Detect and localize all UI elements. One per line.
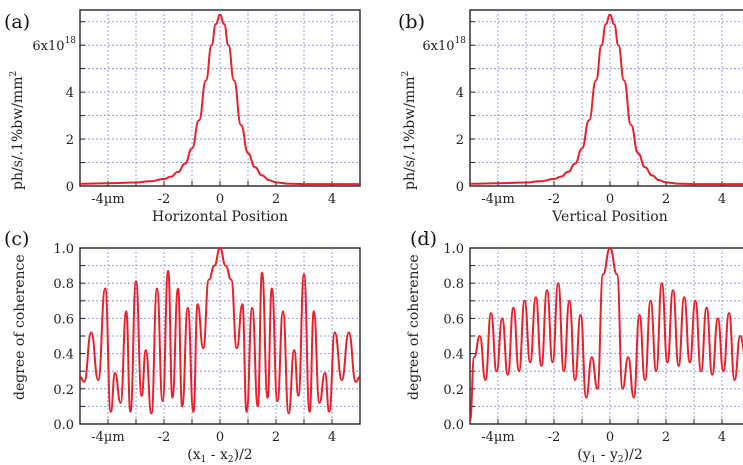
- x-axis-label-d-part3: )/2: [624, 447, 643, 463]
- series-line-c: [79, 246, 361, 415]
- y-tick-label-c: 0.0: [53, 418, 74, 433]
- gridlines-b: [470, 10, 743, 186]
- y-tick-label-b: 0: [456, 180, 464, 195]
- gridlines-a: [80, 10, 360, 186]
- x-tick-label-a: 4: [328, 192, 336, 207]
- x-tick-label-c: -2: [158, 430, 171, 445]
- x-axis-label-d-sub1: 1: [591, 455, 597, 465]
- chart-panel-a: -4µm -2 0 2 4 0 2 4 (a) Horizontal Position ph…: [4, 9, 361, 225]
- y-tick-label-c: 0.2: [53, 383, 74, 398]
- chart-panel-b: -4µm -2 0 2 4 0 2 4 (b) Vertical Position ph/s…: [398, 9, 743, 225]
- x-tick-label-b: -2: [548, 192, 561, 207]
- x-ticks-b: -4µm -2 0 2 4: [481, 181, 726, 207]
- y-tick-label-d: 0.8: [443, 277, 464, 292]
- x-tick-label-d: -2: [548, 430, 561, 445]
- y-ticks-b: 0 2 4: [456, 21, 475, 195]
- x-tick-label-d: -4µm: [481, 430, 514, 445]
- x-tick-label-a: 2: [272, 192, 280, 207]
- y-exponent-a-sup: 18: [65, 36, 77, 46]
- y-tick-label-c: 0.6: [53, 312, 74, 327]
- series-line-a: [79, 13, 360, 186]
- x-tick-label-a: 0: [216, 192, 224, 207]
- x-axis-label-c: (x1 - x2)/2: [187, 447, 252, 465]
- gridlines-d: [470, 248, 743, 424]
- y-axis-label-b: ph/s/.1%bw/mm2: [401, 71, 418, 190]
- y-tick-label-b: 2: [456, 133, 464, 148]
- series-line-b: [469, 13, 743, 186]
- y-tick-label-a: 4: [66, 86, 74, 101]
- y-tick-label-d: 1.0: [443, 242, 464, 257]
- x-tick-label-b: 4: [718, 192, 726, 207]
- y-axis-label-c: degree of coherence: [12, 254, 28, 400]
- x-axis-label-c-sub2: 2: [228, 455, 234, 465]
- x-axis-label-d: (y1 - y2)/2: [577, 447, 642, 465]
- y-axis-label-a: ph/s/.1%bw/mm2: [9, 71, 26, 190]
- x-tick-label-d: 0: [606, 430, 614, 445]
- chart-panel-c: -4µm -2 0 2 4 0.00.20.40.60.81.0 (c) (x1 - x…: [4, 228, 361, 465]
- y-exponent-b-main: 6x10: [422, 39, 454, 54]
- y-exponent-a: 6x1018: [32, 36, 76, 54]
- x-axis-label-b: Vertical Position: [551, 209, 668, 225]
- panel-label-b: (b): [398, 11, 425, 33]
- gridlines-c: [80, 248, 360, 424]
- x-tick-label-d: 4: [718, 430, 726, 445]
- y-tick-label-d: 0.4: [443, 348, 464, 363]
- y-tick-label-a: 0: [66, 180, 74, 195]
- y-axis-label-b-sup: 2: [401, 71, 411, 77]
- y-exponent-a-main: 6x10: [32, 39, 64, 54]
- y-axis-label-b-main: ph/s/.1%bw/mm: [402, 77, 418, 190]
- series-line-d: [469, 246, 743, 422]
- y-tick-label-c: 1.0: [53, 242, 74, 257]
- x-axis-label-a: Horizontal Position: [152, 209, 288, 225]
- x-axis-label-c-part1: (x: [187, 447, 200, 463]
- chart-panel-d: -4µm -2 0 2 4 0.00.20.40.60.81.0 (d) (y1 - y…: [406, 228, 743, 465]
- x-tick-label-c: 4: [328, 430, 336, 445]
- x-ticks-c: -4µm -2 0 2 4: [91, 419, 336, 445]
- y-axis-label-a-main: ph/s/.1%bw/mm: [10, 77, 26, 190]
- panel-label-c: (c): [4, 228, 29, 250]
- y-tick-label-d: 0.0: [443, 418, 464, 433]
- y-tick-label-d: 0.6: [443, 312, 464, 327]
- x-tick-label-c: -4µm: [91, 430, 124, 445]
- panel-label-d: (d): [410, 228, 437, 250]
- x-axis-label-d-part1: (y: [577, 447, 590, 463]
- y-tick-label-c: 0.4: [53, 348, 74, 363]
- x-axis-label-d-part2: - y: [596, 447, 618, 463]
- y-ticks-c: 0.0 0.2 0.4 0.6 0.8 1.0: [53, 242, 85, 433]
- plot-frame-b: [469, 9, 743, 187]
- x-axis-label-c-part3: )/2: [234, 447, 253, 463]
- y-axis-label-a-sup: 2: [9, 71, 19, 77]
- x-tick-label-b: -4µm: [481, 192, 514, 207]
- y-tick-label-d: 0.2: [443, 383, 464, 398]
- x-axis-label-c-part2: - x: [206, 447, 228, 463]
- y-tick-label-a: 2: [66, 133, 74, 148]
- y-exponent-b-sup: 18: [455, 36, 467, 46]
- x-tick-label-b: 0: [606, 192, 614, 207]
- y-axis-label-d: degree of coherence: [406, 254, 422, 400]
- y-ticks-d: 0.0 0.2 0.4 0.6 0.8 1.0: [443, 242, 475, 433]
- y-tick-label-c: 0.8: [53, 277, 74, 292]
- x-tick-label-a: -4µm: [91, 192, 124, 207]
- x-tick-label-d: 2: [662, 430, 670, 445]
- y-ticks-a: 0 2 4: [66, 21, 85, 195]
- y-exponent-b: 6x1018: [422, 36, 466, 54]
- panel-label-a: (a): [4, 11, 30, 33]
- x-tick-label-c: 2: [272, 430, 280, 445]
- y-tick-label-b: 4: [456, 86, 464, 101]
- x-tick-label-a: -2: [158, 192, 171, 207]
- x-axis-label-c-sub1: 1: [201, 455, 207, 465]
- x-tick-label-c: 0: [216, 430, 224, 445]
- x-ticks-d: -4µm -2 0 2 4: [481, 419, 726, 445]
- x-tick-label-b: 2: [662, 192, 670, 207]
- x-axis-label-d-sub2: 2: [618, 455, 624, 465]
